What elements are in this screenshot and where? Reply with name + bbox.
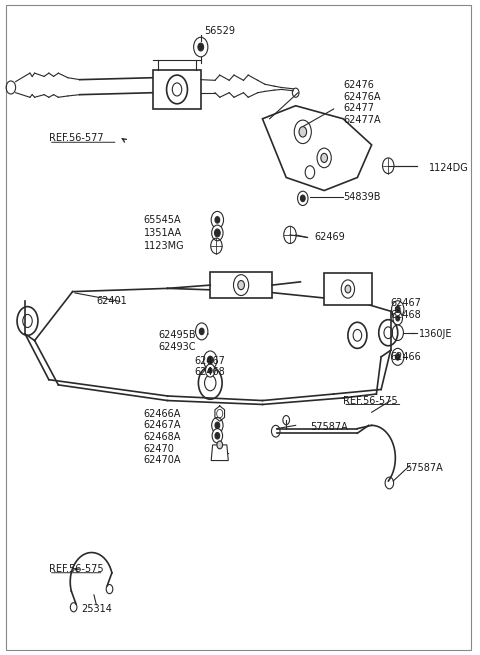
- Circle shape: [217, 441, 223, 449]
- Text: 54839B: 54839B: [343, 192, 381, 202]
- Text: REF.56-577: REF.56-577: [49, 134, 104, 143]
- Text: 1351AA: 1351AA: [144, 228, 182, 238]
- Circle shape: [212, 417, 223, 433]
- Circle shape: [199, 328, 204, 335]
- Circle shape: [215, 229, 220, 237]
- Circle shape: [198, 43, 204, 51]
- Text: 62495B: 62495B: [158, 330, 196, 341]
- Text: 62401: 62401: [96, 297, 127, 307]
- Circle shape: [299, 126, 307, 137]
- Text: 62467
62468: 62467 62468: [391, 299, 421, 320]
- FancyBboxPatch shape: [153, 70, 201, 109]
- Circle shape: [298, 191, 308, 206]
- Circle shape: [212, 428, 223, 443]
- Text: REF.56-575: REF.56-575: [49, 564, 104, 574]
- Circle shape: [321, 153, 327, 162]
- Circle shape: [396, 316, 400, 321]
- Text: 62470
62470A: 62470 62470A: [144, 444, 181, 466]
- Text: 62466: 62466: [391, 352, 421, 362]
- Text: 62467
62468: 62467 62468: [195, 356, 226, 377]
- Text: 62466A: 62466A: [144, 409, 181, 419]
- Circle shape: [396, 306, 400, 312]
- Text: 65545A: 65545A: [144, 215, 181, 225]
- Polygon shape: [263, 105, 372, 191]
- Text: 25314: 25314: [81, 605, 112, 614]
- Text: 62493C: 62493C: [158, 342, 195, 352]
- Circle shape: [195, 323, 208, 340]
- Circle shape: [208, 368, 212, 373]
- Circle shape: [215, 432, 220, 439]
- Circle shape: [238, 280, 244, 290]
- Circle shape: [205, 364, 215, 377]
- Polygon shape: [211, 445, 228, 460]
- Circle shape: [212, 225, 223, 241]
- FancyBboxPatch shape: [210, 272, 272, 298]
- Text: 56529: 56529: [204, 26, 235, 36]
- Circle shape: [300, 195, 305, 202]
- Circle shape: [393, 312, 403, 325]
- Circle shape: [392, 348, 404, 365]
- Circle shape: [345, 285, 351, 293]
- Circle shape: [392, 301, 404, 318]
- FancyBboxPatch shape: [324, 273, 372, 305]
- Polygon shape: [215, 406, 225, 421]
- Text: 57587A: 57587A: [405, 462, 443, 473]
- Text: 62469: 62469: [315, 233, 346, 242]
- Text: 57587A: 57587A: [310, 422, 348, 432]
- Text: REF.56-575: REF.56-575: [343, 396, 398, 405]
- Text: 1123MG: 1123MG: [144, 241, 184, 251]
- Text: 62467A: 62467A: [144, 421, 181, 430]
- Circle shape: [207, 356, 213, 364]
- Text: 62468A: 62468A: [144, 432, 181, 442]
- Circle shape: [215, 217, 220, 223]
- Circle shape: [215, 422, 220, 428]
- Circle shape: [211, 212, 224, 229]
- Circle shape: [396, 354, 400, 360]
- Text: 1360JE: 1360JE: [419, 329, 453, 339]
- Circle shape: [204, 351, 217, 369]
- Text: 62476
62476A
62477
62477A: 62476 62476A 62477 62477A: [343, 80, 381, 125]
- Text: 1124DG: 1124DG: [429, 162, 468, 173]
